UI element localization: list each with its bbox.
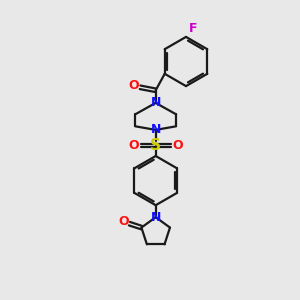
Text: N: N: [151, 211, 161, 224]
Text: O: O: [129, 139, 140, 152]
Text: F: F: [188, 22, 197, 34]
Text: S: S: [150, 138, 161, 153]
Text: N: N: [151, 123, 161, 136]
Text: N: N: [151, 96, 161, 110]
Text: O: O: [128, 79, 139, 92]
Text: O: O: [172, 139, 183, 152]
Text: O: O: [118, 215, 129, 228]
